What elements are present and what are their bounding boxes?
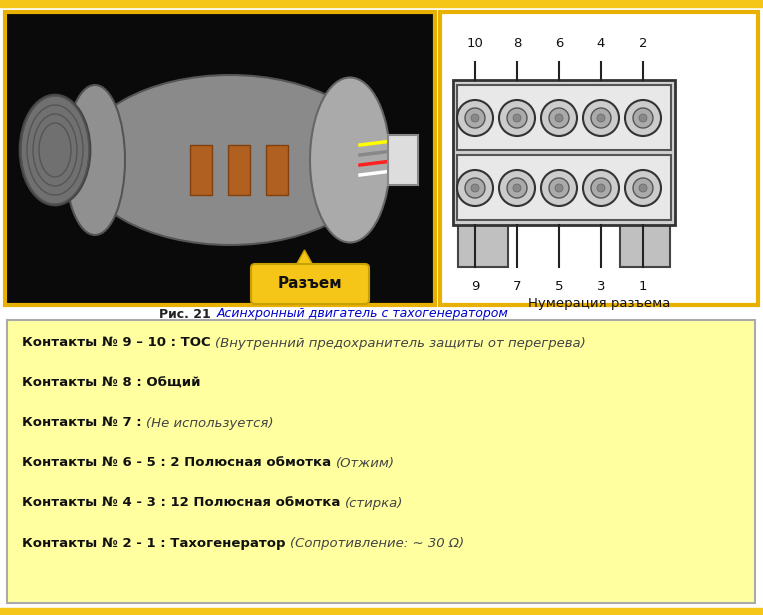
Text: 9: 9: [471, 280, 479, 293]
Text: Контакты № 2 - 1 : Тахогенератор: Контакты № 2 - 1 : Тахогенератор: [22, 536, 290, 549]
Bar: [458, 221, 508, 267]
Bar: [5, 12, 435, 305]
Text: Нумерация разъема: Нумерация разъема: [528, 297, 670, 310]
Circle shape: [513, 184, 521, 192]
Circle shape: [591, 108, 611, 128]
Text: 2: 2: [639, 37, 647, 50]
Circle shape: [465, 178, 485, 198]
Bar: [620, 221, 670, 267]
Text: 10: 10: [466, 37, 484, 50]
Circle shape: [591, 178, 611, 198]
Circle shape: [513, 114, 521, 122]
Circle shape: [499, 170, 535, 206]
Bar: [7, 320, 755, 603]
Ellipse shape: [65, 85, 125, 235]
Circle shape: [471, 184, 479, 192]
Text: Рис. 21: Рис. 21: [159, 308, 215, 320]
Circle shape: [541, 170, 577, 206]
Circle shape: [625, 170, 661, 206]
Circle shape: [597, 184, 605, 192]
Bar: [440, 12, 758, 305]
Circle shape: [583, 170, 619, 206]
Circle shape: [633, 178, 653, 198]
Text: Разъем: Разъем: [278, 277, 343, 292]
Circle shape: [549, 178, 569, 198]
Ellipse shape: [80, 75, 380, 245]
Text: 8: 8: [513, 37, 521, 50]
Bar: [190, 145, 212, 195]
Circle shape: [555, 114, 563, 122]
Circle shape: [471, 114, 479, 122]
Text: Контакты № 7 :: Контакты № 7 :: [22, 416, 146, 429]
Text: Контакты № 6 - 5 : 2 Полюсная обмотка: Контакты № 6 - 5 : 2 Полюсная обмотка: [22, 456, 336, 469]
Ellipse shape: [20, 95, 90, 205]
Text: (стирка): (стирка): [345, 496, 404, 509]
Circle shape: [457, 100, 493, 136]
Circle shape: [541, 100, 577, 136]
Text: (Внутренний предохранитель защиты от перегрева): (Внутренний предохранитель защиты от пер…: [215, 336, 586, 349]
Circle shape: [555, 184, 563, 192]
Text: (Сопротивление: ∼ 30 Ω): (Сопротивление: ∼ 30 Ω): [290, 536, 464, 549]
Bar: [457, 85, 671, 150]
Text: 1: 1: [639, 280, 647, 293]
Text: Асинхронный двигатель с тахогенератором: Асинхронный двигатель с тахогенератором: [217, 308, 509, 320]
Text: Контакты № 9 – 10 : ТОС: Контакты № 9 – 10 : ТОС: [22, 336, 215, 349]
Text: 6: 6: [555, 37, 563, 50]
Circle shape: [465, 108, 485, 128]
Bar: [457, 155, 671, 220]
Text: Контакты № 4 - 3 : 12 Полюсная обмотка: Контакты № 4 - 3 : 12 Полюсная обмотка: [22, 496, 345, 509]
Circle shape: [583, 100, 619, 136]
FancyBboxPatch shape: [251, 264, 369, 304]
Bar: [453, 80, 675, 225]
Text: 7: 7: [513, 280, 521, 293]
Ellipse shape: [310, 77, 390, 242]
Bar: [388, 135, 418, 185]
Text: 5: 5: [555, 280, 563, 293]
Circle shape: [625, 100, 661, 136]
Circle shape: [499, 100, 535, 136]
Polygon shape: [295, 250, 314, 268]
Text: (Не используется): (Не используется): [146, 416, 274, 429]
Text: Контакты № 8 : Общий: Контакты № 8 : Общий: [22, 376, 201, 389]
Circle shape: [639, 114, 647, 122]
Bar: [228, 145, 250, 195]
Circle shape: [597, 114, 605, 122]
Circle shape: [507, 108, 527, 128]
Bar: [266, 145, 288, 195]
Circle shape: [639, 184, 647, 192]
Circle shape: [507, 178, 527, 198]
Bar: [0, 608, 763, 615]
Text: 3: 3: [597, 280, 605, 293]
Text: (Отжим): (Отжим): [336, 456, 394, 469]
Circle shape: [633, 108, 653, 128]
Bar: [0, 0, 763, 7]
Text: 4: 4: [597, 37, 605, 50]
Circle shape: [549, 108, 569, 128]
Circle shape: [457, 170, 493, 206]
